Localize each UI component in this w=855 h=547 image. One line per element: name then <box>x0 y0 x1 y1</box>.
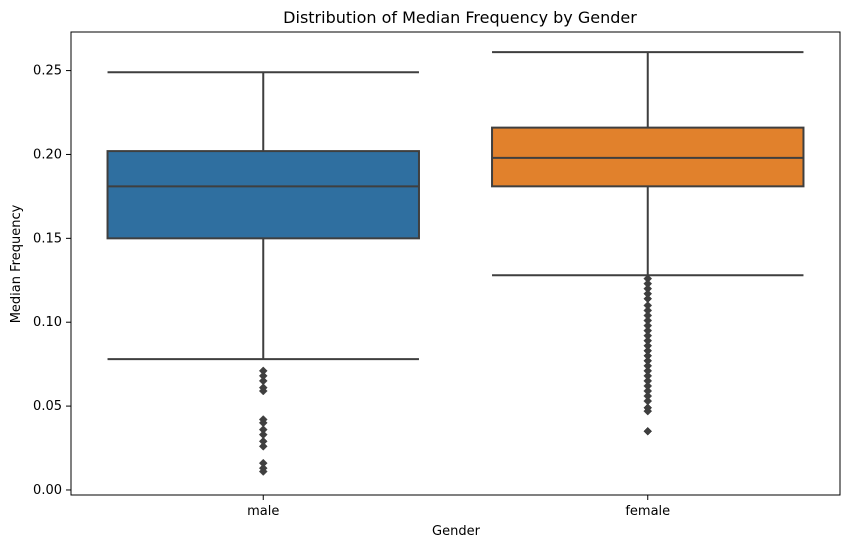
outlier-point-female-28 <box>643 426 653 436</box>
y-tick-label: 0.20 <box>33 147 62 162</box>
x-axis: male female <box>247 495 670 519</box>
y-axis: 0.00 0.05 0.10 0.15 0.20 0.25 <box>33 64 71 498</box>
iqr-box-male <box>106 150 420 240</box>
chart-title: Distribution of Median Frequency by Gend… <box>283 8 637 27</box>
x-tick-label-female: female <box>625 504 670 519</box>
y-tick-label: 0.25 <box>33 64 62 79</box>
box-male <box>106 71 420 476</box>
y-axis-label: Median Frequency <box>9 204 24 323</box>
outlier-point-male-11 <box>258 441 268 451</box>
outlier-point-male-5 <box>258 386 268 396</box>
x-axis-label: Gender <box>432 524 481 539</box>
y-tick-label: 0.15 <box>33 231 62 246</box>
x-tick-label-male: male <box>247 504 279 519</box>
box-female <box>491 51 805 436</box>
y-tick-label: 0.10 <box>33 315 62 330</box>
plot-frame <box>70 31 841 496</box>
outlier-point-male-14 <box>258 467 268 476</box>
outlier-point-female-27 <box>643 406 653 416</box>
y-tick-label: 0.05 <box>33 399 62 414</box>
y-tick-label: 0.00 <box>33 483 62 498</box>
box-series-group <box>106 51 805 476</box>
